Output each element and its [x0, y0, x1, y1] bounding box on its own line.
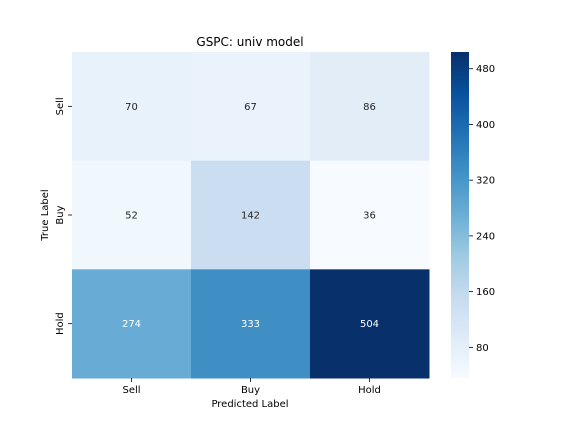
y-tick-label: Hold — [55, 312, 66, 335]
heatmap-cell — [72, 160, 192, 270]
x-axis-label: Predicted Label — [211, 399, 288, 410]
colorbar-tick-label: 320 — [476, 176, 495, 187]
y-axis-ticks: Sell Buy Hold — [55, 97, 72, 335]
cell-value-label: 36 — [363, 211, 376, 222]
y-axis-label: True Label — [40, 189, 51, 241]
chart-title: GSPC: univ model — [196, 35, 303, 49]
colorbar-tick-label: 240 — [476, 231, 495, 242]
cell-value-label: 70 — [125, 102, 138, 113]
heatmap-cell-labels: 70 67 86 52 142 36 274 333 504 — [122, 102, 379, 330]
cell-value-label: 86 — [363, 102, 376, 113]
heatmap-cell — [191, 269, 311, 379]
heatmap-cell — [310, 160, 430, 270]
colorbar-gradient — [451, 52, 469, 378]
heatmap-cell — [72, 269, 192, 379]
colorbar-tick-label: 80 — [476, 343, 489, 354]
y-tick-label: Sell — [55, 97, 66, 115]
heatmap-cells — [72, 52, 430, 379]
x-axis-ticks: Sell Buy Hold — [122, 378, 381, 396]
heatmap-cell — [191, 52, 311, 162]
cell-value-label: 504 — [360, 319, 379, 330]
heatmap-cell — [72, 52, 192, 162]
x-tick-label: Sell — [122, 385, 140, 396]
x-tick-label: Hold — [358, 385, 381, 396]
heatmap-cell — [191, 160, 311, 270]
cell-value-label: 333 — [241, 319, 260, 330]
cell-value-label: 274 — [122, 319, 141, 330]
y-tick-label: Buy — [55, 205, 66, 224]
cell-value-label: 142 — [241, 211, 260, 222]
cell-value-label: 52 — [125, 211, 138, 222]
colorbar-tick-label: 160 — [476, 287, 495, 298]
colorbar-tick-label: 400 — [476, 120, 495, 131]
colorbar-tick-label: 480 — [476, 64, 495, 75]
colorbar: 80 160 240 320 400 480 — [451, 52, 495, 378]
cell-value-label: 67 — [244, 102, 257, 113]
heatmap-cell — [310, 269, 430, 379]
x-tick-label: Buy — [241, 385, 260, 396]
heatmap-cell — [310, 52, 430, 162]
